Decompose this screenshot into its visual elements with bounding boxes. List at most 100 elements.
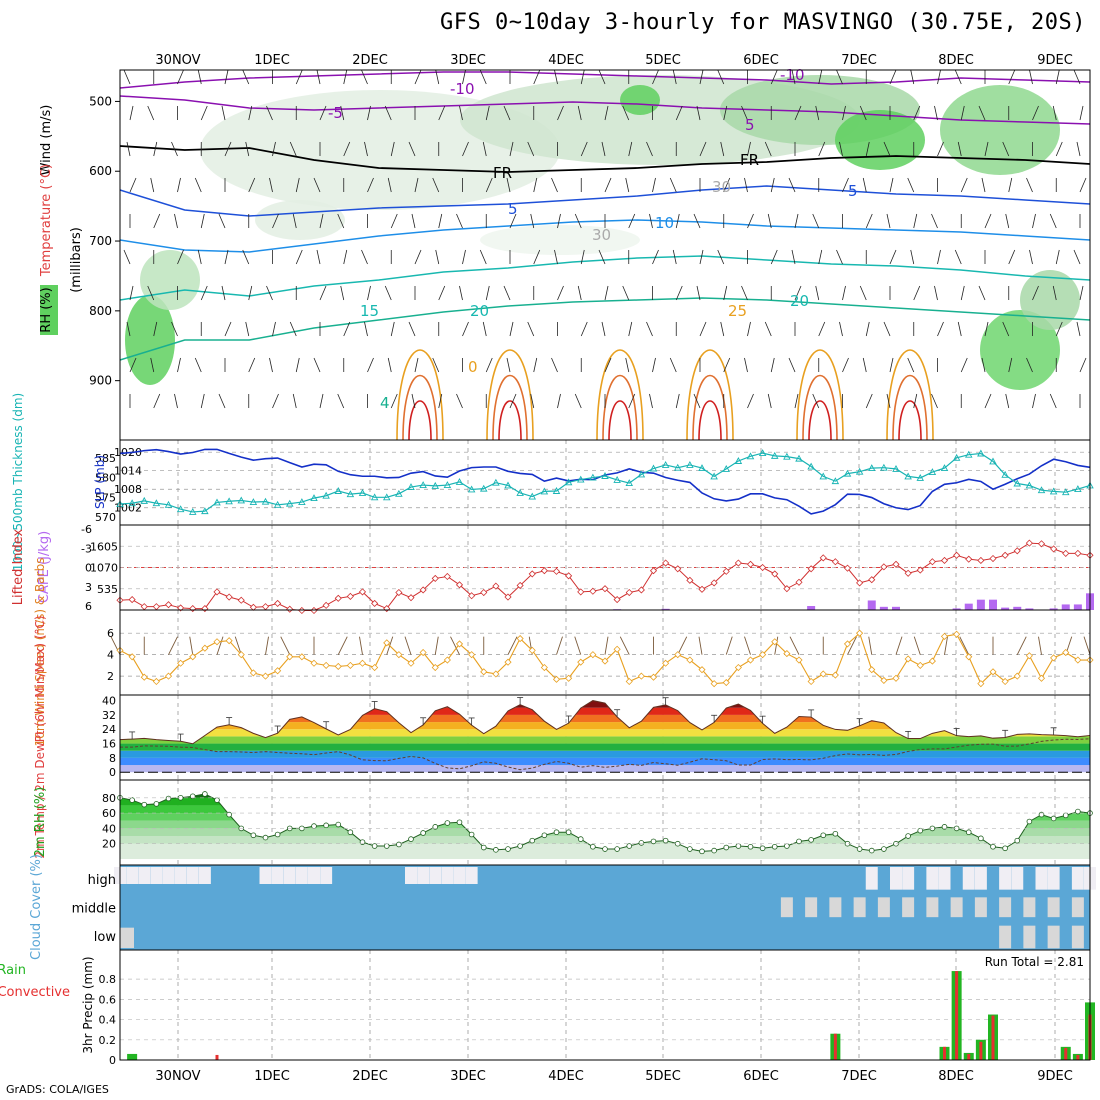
- wind-barb: [414, 177, 419, 193]
- rh-point: [311, 823, 317, 829]
- wind-speed-point: [431, 663, 439, 672]
- wind-barb: [646, 321, 653, 337]
- wind-barb: [978, 105, 986, 121]
- wind-barb: [272, 213, 279, 229]
- wind-barb: [889, 249, 897, 265]
- lifted-index-point: [358, 588, 367, 596]
- lifted-index-point: [371, 599, 379, 607]
- wind-speed-point: [589, 651, 597, 659]
- wind-barb: [944, 636, 948, 655]
- li-tick-label: -6: [81, 523, 92, 536]
- thickness-point: [601, 472, 609, 479]
- cloud-gap: [1071, 897, 1084, 918]
- wind-speed-point: [480, 668, 488, 676]
- lifted-index-point: [868, 576, 876, 584]
- temp-band: [120, 743, 1090, 751]
- wind-barb: [960, 285, 965, 301]
- wind-barb: [741, 285, 748, 301]
- warm-loop: [796, 349, 844, 441]
- wind-speed-point: [237, 651, 245, 659]
- lifted-index-point: [795, 578, 803, 586]
- rh-shading: [940, 85, 1060, 175]
- wind-barb: [171, 321, 178, 337]
- wind-barb: [957, 321, 962, 337]
- wind-barb: [194, 357, 202, 373]
- wind-barb: [1005, 213, 1010, 229]
- wind-barb: [367, 285, 371, 301]
- wind-speed-point: [904, 655, 912, 663]
- wind-speed-point: [662, 659, 670, 667]
- cloud-gap: [938, 867, 951, 890]
- wind-barb: [862, 177, 867, 193]
- wind-tick-label: 2: [107, 670, 114, 683]
- contour-label: 10: [655, 214, 674, 232]
- wind-barb: [456, 393, 463, 409]
- wind-speed-point: [565, 674, 573, 682]
- rh-point: [917, 827, 924, 834]
- cape-bar: [661, 608, 670, 610]
- cloud-gap: [926, 867, 939, 890]
- wind-barb: [788, 357, 796, 373]
- wind-barb: [646, 141, 653, 157]
- wind-barb: [886, 393, 891, 409]
- wind-speed-point: [516, 634, 524, 643]
- cape-tick-label: 1605: [90, 540, 118, 553]
- thickness-point: [916, 474, 925, 481]
- wind-barb: [221, 285, 226, 301]
- rh-tick-label: 40: [102, 822, 116, 835]
- wind-barb: [450, 636, 460, 655]
- ylabel-millibars: (millibars): [69, 227, 84, 293]
- precip-convective-bar: [967, 1053, 971, 1060]
- wind-barb: [482, 321, 487, 337]
- lifted-index-point: [674, 565, 682, 573]
- wind-speed-point: [577, 658, 585, 666]
- thickness-point: [673, 463, 682, 471]
- rh-point: [371, 843, 378, 849]
- wind-tick-label: 4: [107, 649, 114, 662]
- cape-tick-label: 1070: [90, 562, 118, 575]
- wind-barb: [194, 177, 202, 193]
- wind-barb: [717, 249, 725, 265]
- thickness-point: [710, 472, 718, 480]
- wind-barb: [408, 321, 416, 337]
- thickness-point: [1025, 481, 1034, 489]
- wind-barb: [509, 141, 514, 157]
- wind-barb: [865, 321, 870, 337]
- lifted-index-point: [274, 599, 282, 607]
- wind-barb: [485, 177, 493, 193]
- rh-point: [796, 838, 802, 845]
- rh-point: [480, 844, 487, 851]
- thickness-point: [176, 505, 185, 513]
- wind-speed-point: [637, 672, 645, 680]
- wind-barb: [313, 357, 321, 373]
- wind-barb: [168, 636, 178, 655]
- wind-speed-point: [1074, 656, 1082, 664]
- cloud-gap: [999, 925, 1012, 949]
- cloud-gap: [150, 867, 163, 884]
- wind-barb: [628, 213, 636, 229]
- rh-shading: [620, 85, 660, 115]
- wind-barb: [1079, 357, 1087, 373]
- cloud-gap: [271, 867, 284, 884]
- wind-barb: [1026, 357, 1033, 373]
- wind-barb: [189, 636, 194, 655]
- y-tick-label: 500: [89, 94, 112, 108]
- wind-barb: [340, 105, 345, 121]
- wind-speed-point: [625, 677, 633, 686]
- wind-speed-point: [286, 653, 294, 661]
- rh-point: [1002, 845, 1008, 852]
- cloud-row-label: middle: [72, 902, 116, 917]
- wind-barb: [720, 141, 725, 157]
- wind-barb: [1008, 249, 1016, 265]
- wind-speed-point: [734, 663, 742, 672]
- top-date-label: 2DEC: [352, 53, 388, 68]
- lifted-index-point: [989, 554, 997, 563]
- rh-point: [771, 843, 778, 850]
- lifted-index-point: [528, 570, 536, 578]
- wind-barb: [981, 177, 986, 193]
- rh-point: [990, 843, 996, 850]
- wind-speed-point: [771, 638, 779, 646]
- wind-speed-point: [928, 657, 936, 665]
- thickness-tick-label: 580: [95, 472, 116, 485]
- wind-barb: [604, 285, 609, 301]
